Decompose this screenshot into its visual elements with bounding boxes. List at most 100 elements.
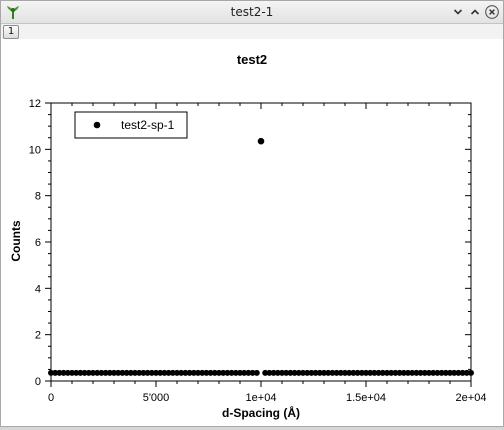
data-point: [371, 369, 378, 376]
data-point: [312, 369, 319, 376]
data-point: [455, 369, 462, 376]
data-point: [157, 369, 164, 376]
y-tick-label: 2: [35, 330, 41, 342]
data-point: [81, 369, 88, 376]
data-point: [287, 369, 294, 376]
y-tick-label: 4: [35, 283, 41, 295]
data-point: [442, 369, 449, 376]
title-bar[interactable]: test2-1: [1, 1, 503, 24]
data-point: [426, 369, 432, 376]
close-button[interactable]: [485, 5, 499, 19]
data-point: [438, 369, 445, 376]
data-point: [119, 369, 126, 376]
data-point: [77, 369, 84, 376]
y-axis-label: Counts: [9, 220, 23, 262]
data-point: [190, 369, 197, 376]
data-points: [48, 137, 474, 376]
scatter-chart[interactable]: test2 0 5'000 1e+04 1.5e+04 2e+04 0 2 4 6 8 10 12 d…: [1, 39, 503, 426]
data-point-peak: [257, 137, 265, 145]
x-axis-label: d-Spacing (Å): [222, 405, 300, 420]
data-point: [350, 369, 357, 376]
y-tick-label: 12: [29, 98, 41, 110]
data-point: [203, 369, 210, 376]
data-point: [316, 369, 323, 376]
data-point: [195, 369, 201, 376]
data-point: [102, 369, 109, 376]
data-point: [85, 369, 92, 376]
data-point: [283, 369, 290, 376]
data-point: [232, 369, 239, 376]
data-point: [94, 369, 101, 376]
data-point: [463, 369, 470, 376]
data-point: [405, 369, 411, 376]
legend[interactable]: test2-sp-1: [74, 111, 188, 139]
data-point: [98, 369, 105, 376]
data-point: [270, 369, 277, 376]
data-point: [363, 369, 369, 376]
data-point: [325, 369, 332, 376]
plot-frame: [50, 102, 472, 382]
data-point: [291, 369, 298, 376]
data-point: [358, 369, 365, 376]
data-point: [56, 369, 63, 376]
tab-1[interactable]: 1: [3, 25, 19, 39]
x-tick-label: 2e+04: [456, 392, 487, 404]
maximize-button[interactable]: [468, 5, 482, 19]
tab-bar: 1: [1, 24, 503, 39]
data-point: [224, 369, 231, 376]
data-point: [342, 369, 348, 376]
data-point: [396, 369, 403, 376]
data-point: [237, 369, 243, 376]
data-point: [52, 369, 59, 376]
x-tick-label: 0: [48, 392, 54, 404]
data-point: [64, 369, 71, 376]
data-point: [73, 369, 80, 376]
data-point: [140, 369, 147, 376]
minimize-button[interactable]: [451, 5, 465, 19]
data-point: [451, 369, 458, 376]
data-point: [392, 369, 399, 376]
data-point: [161, 369, 168, 376]
data-point: [199, 369, 206, 376]
plot-area[interactable]: test2 0 5'000 1e+04 1.5e+04 2e+04 0 2 4 6 8 10 12 d…: [1, 39, 503, 426]
data-point: [182, 369, 189, 376]
data-point: [216, 369, 222, 376]
data-point: [409, 369, 416, 376]
data-point: [228, 369, 235, 376]
axis-ticks: [45, 102, 472, 387]
data-point: [337, 369, 344, 376]
data-point: [354, 369, 361, 376]
data-point: [123, 369, 130, 376]
y-tick-label: 10: [29, 144, 41, 156]
data-point: [321, 369, 327, 376]
axis-tick-labels: 0 5'000 1e+04 1.5e+04 2e+04 0 2 4 6 8 10 12: [29, 98, 487, 404]
data-point: [69, 369, 75, 376]
data-point: [111, 369, 117, 376]
data-point: [266, 369, 273, 376]
data-point: [400, 369, 407, 376]
data-point: [241, 369, 248, 376]
data-point: [178, 369, 185, 376]
data-point: [186, 369, 193, 376]
data-point: [421, 369, 428, 376]
data-point: [174, 369, 180, 376]
data-point: [253, 369, 260, 376]
data-point: [136, 369, 143, 376]
legend-entry: test2-sp-1: [121, 118, 175, 132]
data-point: [220, 369, 227, 376]
y-tick-label: 6: [35, 237, 41, 249]
data-point: [165, 369, 172, 376]
data-point: [60, 369, 67, 376]
data-point: [207, 369, 214, 376]
data-point: [367, 369, 374, 376]
data-point: [211, 369, 218, 376]
data-point: [417, 369, 424, 376]
data-point: [148, 369, 155, 376]
chevron-up-icon: [470, 9, 480, 15]
data-point: [132, 369, 138, 376]
app-logo-icon[interactable]: [5, 4, 21, 20]
chart-title: test2: [237, 52, 267, 67]
y-tick-label: 0: [35, 376, 41, 388]
data-point: [262, 369, 269, 376]
